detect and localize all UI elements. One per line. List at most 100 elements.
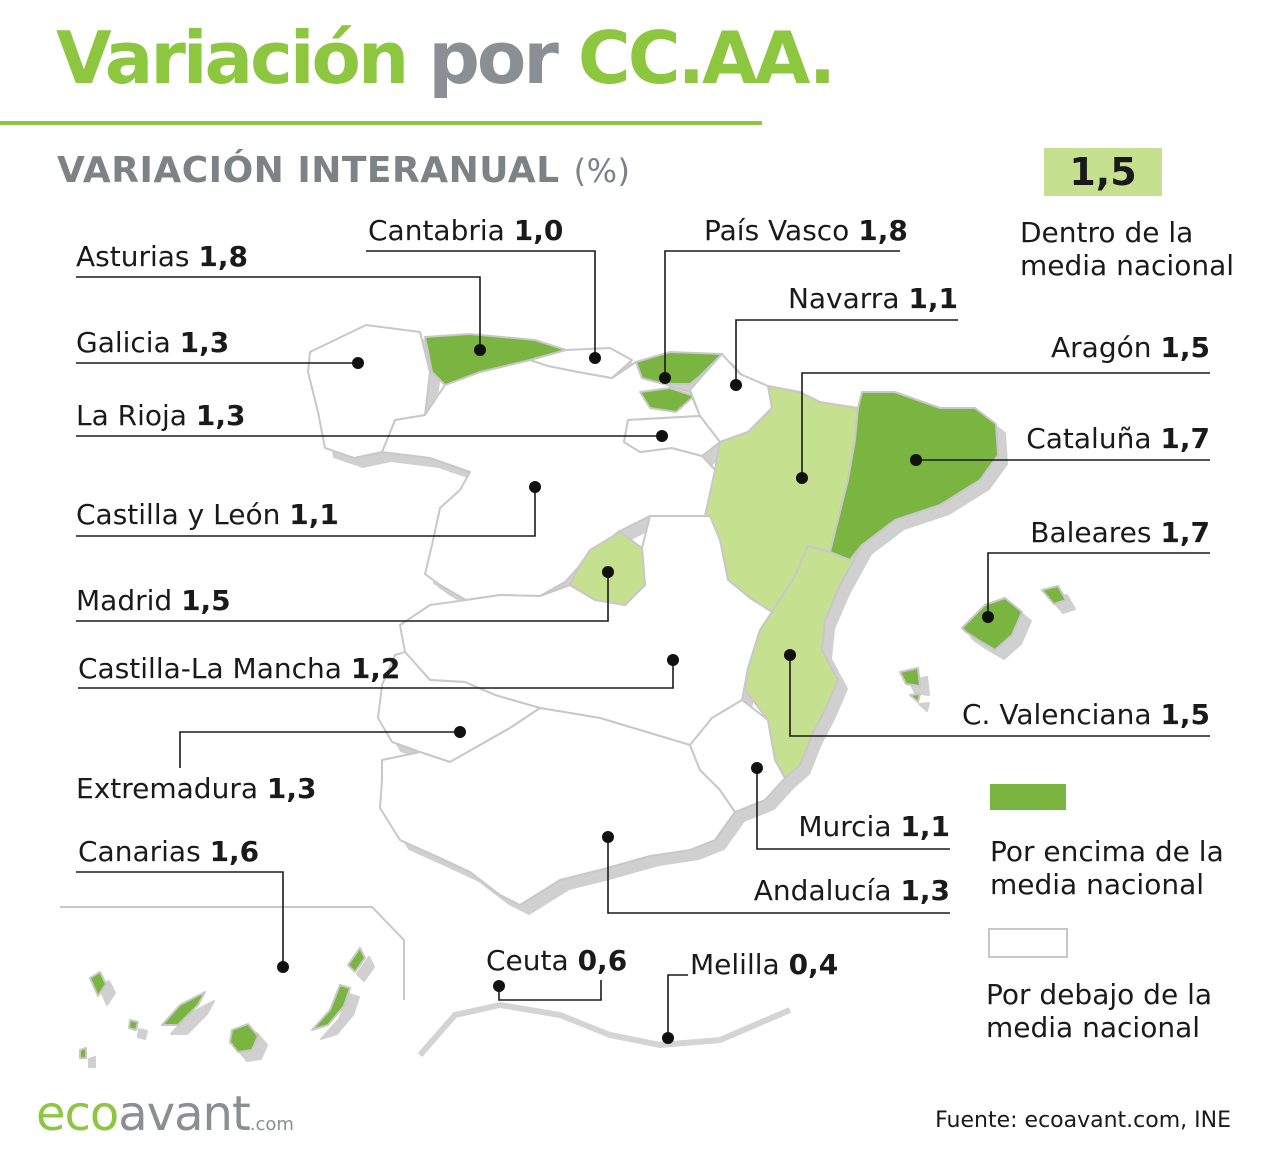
region-label-la-rioja: La Rioja 1,3 [76, 402, 245, 430]
marker-dot-cantabria [589, 352, 601, 364]
leader-line-melilla [667, 974, 688, 1038]
region-menorca [1041, 585, 1067, 605]
region-name: País Vasco [704, 214, 850, 247]
leader-line-extremadura [179, 731, 460, 768]
leader-line-cantabria [366, 250, 596, 358]
region-la-gomera [128, 1019, 139, 1031]
region-name: Canarias [78, 835, 201, 868]
region-label-aragon: Aragón 1,5 [1051, 334, 1210, 362]
region-value: 1,5 [1160, 331, 1210, 364]
region-tenerife [161, 991, 206, 1026]
region-name: Castilla-La Mancha [78, 652, 342, 685]
source-note: Fuente: ecoavant.com, INE [935, 1108, 1231, 1133]
region-label-madrid: Madrid 1,5 [76, 587, 231, 615]
region-name: Galicia [76, 326, 171, 359]
leader-line-asturias [76, 276, 481, 350]
region-label-baleares: Baleares 1,7 [1030, 519, 1210, 547]
region-value: 1,3 [266, 772, 317, 805]
region-value: 1,5 [1160, 698, 1210, 731]
region-value: 0,6 [577, 944, 628, 977]
region-galicia [307, 324, 431, 459]
national-caption-line2: media nacional [1020, 249, 1235, 282]
region-murcia [689, 699, 786, 813]
region-name: Extremadura [76, 772, 258, 805]
region-la-rioja [623, 415, 721, 457]
logo-eco: eco [36, 1086, 119, 1142]
region-label-c-valenciana: C. Valenciana 1,5 [962, 701, 1210, 729]
marker-dot-galicia [352, 357, 364, 369]
north-africa-coast [417, 1001, 792, 1057]
region-name: Aragón [1051, 331, 1152, 364]
region-label-castilla-leon: Castilla y León 1,1 [76, 501, 339, 529]
leader-line-castilla-la-mancha [78, 660, 674, 689]
region-pais-vasco [635, 351, 723, 385]
region-label-navarra: Navarra 1,1 [788, 285, 958, 313]
region-value: 1,5 [181, 584, 231, 617]
region-value: 1,1 [908, 282, 958, 315]
region-formentera [909, 693, 921, 703]
marker-dot-pais-vasco [659, 372, 671, 384]
region-value: 1,6 [209, 835, 260, 868]
marker-dot-canarias [277, 961, 289, 973]
region-label-extremadura: Extremadura 1,3 [76, 775, 317, 803]
title-underline [0, 121, 762, 125]
region-mallorca [961, 597, 1023, 651]
region-label-andalucia: Andalucía 1,3 [754, 877, 950, 905]
region-value: 1,3 [179, 326, 230, 359]
leader-line-c-valenciana [789, 655, 1210, 737]
leader-line-navarra [735, 319, 958, 385]
legend-swatch-above [990, 784, 1066, 810]
region-name: C. Valenciana [962, 698, 1152, 731]
region-value: 1,0 [513, 214, 564, 247]
marker-dot-castilla-leon [529, 481, 541, 493]
region-value: 1,8 [858, 214, 908, 247]
region-fuerteventura [311, 984, 351, 1031]
leader-line-baleares [987, 552, 1210, 617]
marker-dot-madrid [602, 566, 614, 578]
region-value: 1,1 [289, 498, 339, 531]
region-value: 1,7 [1160, 422, 1210, 455]
region-name: Andalucía [753, 874, 892, 907]
leader-line-castilla-leon [76, 487, 536, 537]
page-title: Variación por CC.AA. [56, 22, 836, 94]
leader-line-canarias [76, 871, 284, 967]
legend-below-line1: Por debajo de la [986, 978, 1213, 1011]
region-label-castilla-la-mancha: Castilla-La Mancha 1,2 [78, 655, 400, 683]
marker-dot-cataluna [910, 454, 922, 466]
region-name: La Rioja [76, 399, 187, 432]
region-label-galicia: Galicia 1,3 [76, 329, 229, 357]
region-cantabria [529, 347, 633, 379]
region-value: 0,4 [788, 948, 839, 981]
region-cataluna [829, 391, 999, 561]
region-name: Castilla y León [76, 498, 281, 531]
region-label-ceuta: Ceuta 0,6 [486, 947, 627, 975]
region-label-cantabria: Cantabria 1,0 [368, 217, 563, 245]
region-name: Ceuta [486, 944, 569, 977]
leader-line-aragon [801, 372, 1210, 478]
subtitle: VARIACIÓN INTERANUAL (%) [57, 150, 631, 191]
national-average-caption: Dentro de la media nacional [1020, 216, 1234, 282]
region-value: 1,7 [1160, 516, 1210, 549]
region-label-pais-vasco: País Vasco 1,8 [704, 217, 908, 245]
region-label-canarias: Canarias 1,6 [78, 838, 259, 866]
marker-dot-navarra [730, 379, 742, 391]
legend-above-line2: media nacional [990, 868, 1205, 901]
legend-swatch-below [988, 928, 1068, 958]
region-el-hierro [79, 1047, 87, 1059]
region-name: Murcia [798, 810, 892, 843]
leader-line-andalucia [607, 837, 950, 914]
region-name: Cantabria [368, 214, 505, 247]
region-name: Asturias [76, 240, 190, 273]
title-part3: CC.AA. [577, 16, 836, 100]
marker-dot-castilla-la-mancha [667, 654, 679, 666]
legend-above-line1: Por encima de la [990, 835, 1224, 868]
legend-below: Por debajo de la media nacional [986, 978, 1212, 1044]
leader-line-ceuta [498, 980, 602, 1001]
ecoavant-logo: ecoavant.com [36, 1090, 294, 1138]
legend-above: Por encima de la media nacional [990, 835, 1224, 901]
region-label-melilla: Melilla 0,4 [690, 951, 838, 979]
region-lanzarote [347, 947, 366, 973]
logo-avant: avant [118, 1086, 250, 1142]
marker-dot-murcia [751, 762, 763, 774]
